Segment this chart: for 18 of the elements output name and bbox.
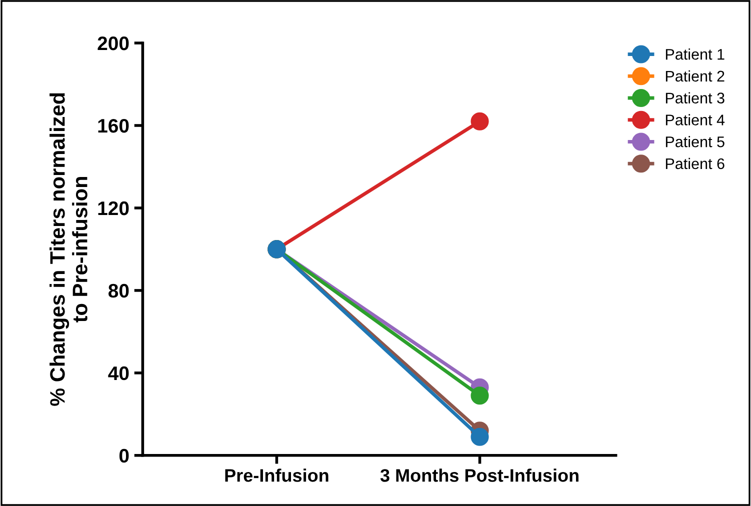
legend-label: Patient 6: [666, 158, 724, 170]
y-tick-label: 80: [108, 284, 129, 298]
point: [470, 428, 489, 446]
y-axis-title: % Changes in Titers normalized to Pre-infusion: [50, 93, 88, 406]
legend-label: Patient 3: [666, 92, 724, 104]
legend-label: Patient 4: [666, 114, 725, 126]
legend-label: Patient 1: [666, 48, 724, 60]
x-tick-label: Pre-Infusion: [225, 468, 328, 482]
x-tick-label: 3 Months Post-Infusion: [380, 468, 578, 482]
y-tick-label: 200: [98, 36, 129, 50]
y-tick-label: 120: [98, 201, 129, 216]
y-tick-label: 160: [98, 118, 129, 133]
legend-label: Patient 2: [666, 70, 724, 82]
y-tick-label: 40: [108, 366, 129, 380]
y-tick-label: 0: [119, 448, 129, 463]
legend-label: Patient 5: [666, 136, 724, 148]
point: [470, 112, 489, 130]
point: [470, 386, 489, 405]
